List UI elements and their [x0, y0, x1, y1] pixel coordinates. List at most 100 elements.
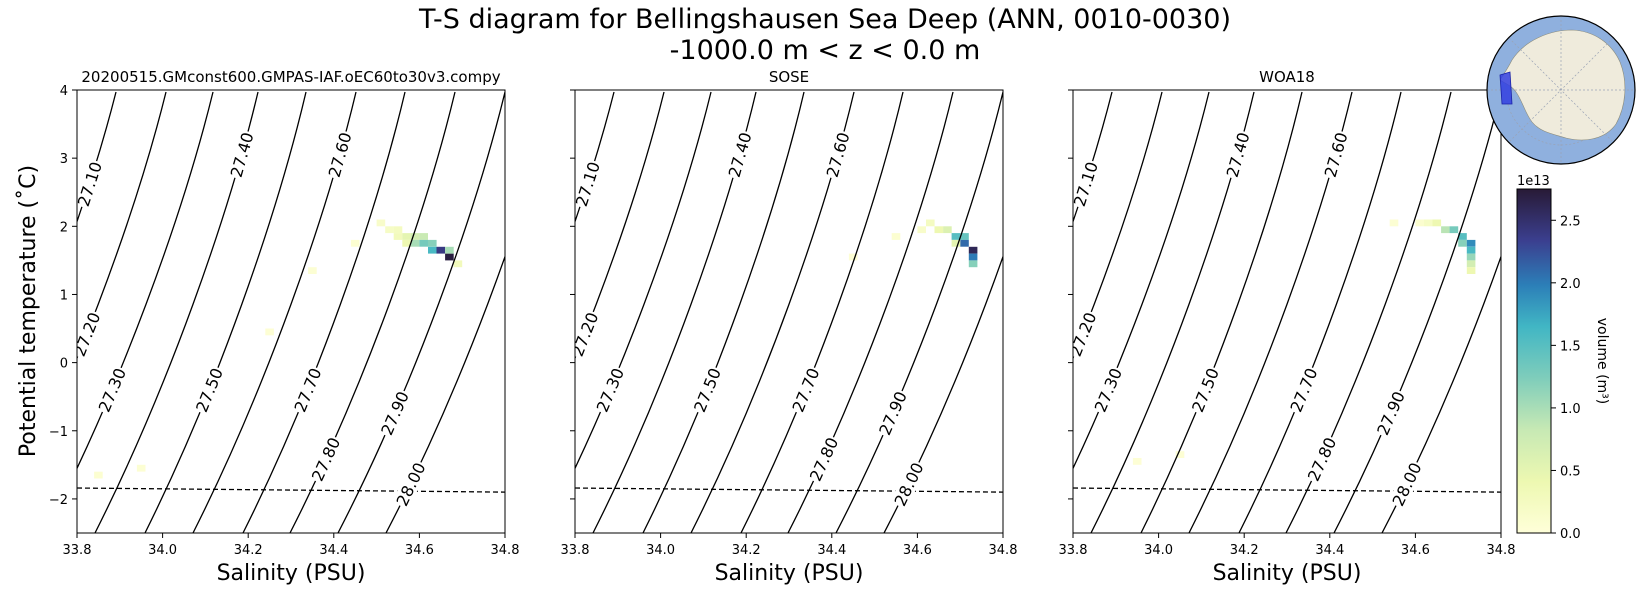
contour-label: 27.80: [308, 435, 344, 485]
contour-label-bg: [1073, 308, 1100, 360]
heatmap-cell: [1458, 233, 1467, 240]
density-contour: [1140, 91, 1303, 533]
heatmap-cell: [402, 239, 411, 247]
x-axis-label: Salinity (PSU): [1213, 561, 1362, 586]
heatmap-cell: [960, 239, 969, 247]
contour-label-bg: [1187, 364, 1223, 416]
inset-map-region: [1499, 71, 1513, 105]
x-tick-label: 33.8: [561, 543, 590, 558]
x-tick-label: 34.4: [817, 543, 846, 558]
colorbar-tick-label: 0.5: [1560, 464, 1581, 479]
heatmap-cell: [94, 471, 103, 479]
x-tick-label: 34.4: [1315, 543, 1344, 558]
contour-label: 28.00: [1388, 460, 1425, 510]
y-tick-label: 3: [60, 152, 68, 167]
contour-label: 27.40: [227, 130, 258, 179]
colorbar-tick-label: 2.0: [1560, 277, 1581, 292]
heatmap-cell: [419, 233, 428, 240]
contour-label: 27.20: [70, 310, 105, 360]
contour-label-bg: [226, 129, 257, 181]
x-axis-label: Salinity (PSU): [217, 561, 366, 586]
density-contour: [575, 91, 615, 224]
contour-label-bg: [1073, 158, 1102, 210]
contour-label-bg: [1372, 387, 1409, 439]
contour-label: 27.60: [823, 130, 854, 179]
panel-title: SOSE: [769, 68, 809, 86]
heatmap-cell: [1466, 267, 1476, 274]
panel-title: WOA18: [1259, 68, 1315, 86]
contour-label: 27.40: [1223, 130, 1254, 179]
heatmap-cell: [136, 464, 146, 472]
contour-label-bg: [1286, 364, 1321, 416]
colorbar-tick-label: 1.5: [1560, 339, 1581, 354]
contour-label-bg: [392, 458, 430, 510]
contour-label: 27.30: [593, 365, 628, 415]
contour-label: 27.90: [377, 389, 413, 439]
density-contour: [835, 91, 1003, 533]
contour-label-bg: [592, 364, 628, 416]
density-contour: [1333, 91, 1501, 533]
colorbar-offset-label: 1e13: [1517, 174, 1550, 189]
heatmap-cell: [1458, 239, 1467, 247]
heatmap-cell: [265, 328, 274, 336]
contour-label-bg: [191, 364, 227, 416]
x-tick-label: 34.2: [732, 543, 761, 558]
contour-label: 27.40: [725, 130, 756, 179]
contour-label: 27.80: [806, 435, 842, 485]
heatmap-cell: [968, 253, 978, 261]
x-tick-label: 34.0: [1144, 543, 1173, 558]
heatmap-cell: [410, 239, 420, 247]
density-contour: [740, 91, 904, 533]
contour-label: 27.60: [325, 130, 356, 179]
heatmap-cell: [393, 233, 403, 240]
contour-label: 28.00: [392, 460, 429, 510]
density-contour: [1073, 91, 1210, 470]
contour-label-bg: [1303, 433, 1340, 485]
axes-frame: [1072, 89, 1502, 534]
heatmap-cell: [1175, 451, 1185, 458]
freezing-line: [575, 487, 1003, 493]
contour-label-bg: [822, 129, 853, 181]
heatmap-cell: [968, 260, 978, 268]
colorbar-tick-label: 2.5: [1560, 214, 1581, 229]
freezing-line: [77, 487, 505, 493]
density-contour: [575, 91, 665, 360]
heatmap-cell: [428, 246, 437, 254]
density-contour: [242, 91, 406, 533]
heatmap-cell: [960, 233, 969, 240]
heatmap-cell: [926, 219, 935, 227]
heatmap-cell: [308, 267, 317, 274]
y-tick-label: 2: [60, 220, 68, 235]
heatmap-cell: [917, 226, 926, 234]
y-tick-label: 1: [60, 288, 68, 303]
contour-label-bg: [324, 129, 355, 181]
freezing-line: [1073, 487, 1501, 493]
colorbar-tick-label: 0.0: [1560, 527, 1581, 542]
heatmap-cell: [385, 226, 394, 234]
y-tick-label: 0: [60, 357, 68, 372]
density-contour: [77, 91, 167, 360]
contour-label-bg: [94, 364, 130, 416]
contour-label: 27.80: [1304, 435, 1340, 485]
inset-map-outline: [1486, 15, 1636, 165]
density-contour: [642, 91, 805, 533]
contour-label: 27.50: [192, 365, 227, 415]
x-tick-label: 34.8: [491, 543, 520, 558]
density-contour: [1073, 91, 1163, 360]
x-tick-label: 34.2: [1230, 543, 1259, 558]
y-tick-label: 4: [60, 84, 68, 99]
heatmap-cell: [1466, 253, 1476, 261]
heatmap-cell: [891, 233, 901, 240]
plot-area: 27.10 27.20 27.30 27.40 27.50 27.60 27.70 27.80…: [1070, 91, 1501, 533]
plot-area: 27.10 27.20 27.30 27.40 27.50 27.60 27.70 27.80…: [70, 91, 505, 533]
contour-label-bg: [575, 158, 604, 210]
heatmap-cell: [376, 219, 386, 227]
contour-label: 27.10: [572, 159, 604, 208]
heatmap-cell: [350, 239, 360, 247]
contour-label-bg: [77, 308, 104, 360]
contour-label: 27.60: [1321, 130, 1352, 179]
contour-label: 27.10: [1070, 159, 1102, 208]
contour-label-bg: [1388, 458, 1426, 510]
x-tick-label: 34.6: [903, 543, 932, 558]
heatmap-cell: [402, 233, 411, 240]
